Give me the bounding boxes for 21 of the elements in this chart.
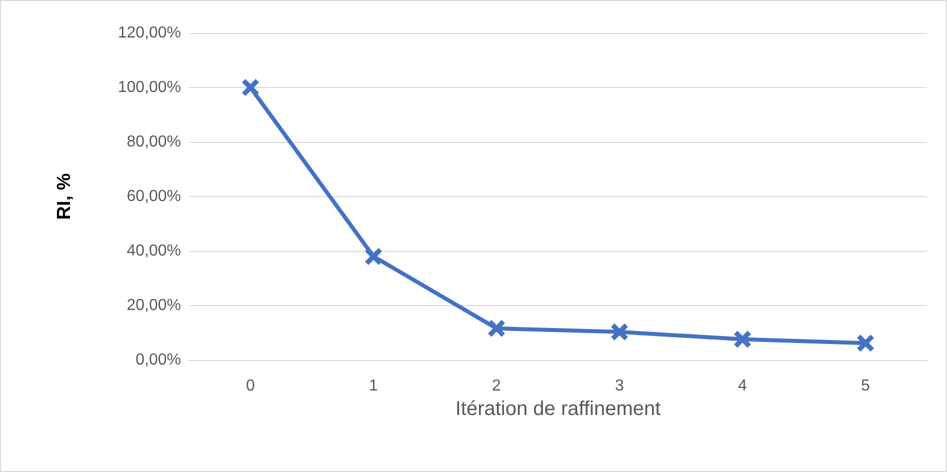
point — [488, 320, 505, 337]
x-tick-label: 2 — [492, 378, 502, 394]
y-tick-label: 120,00% — [118, 24, 181, 42]
point — [242, 79, 259, 96]
x-tick-label: 5 — [861, 378, 870, 394]
point — [611, 323, 628, 340]
point — [365, 248, 382, 265]
y-tick-label: 80,00% — [126, 134, 181, 150]
x-tick-label: 3 — [615, 378, 624, 394]
y-axis-title: RI, % — [54, 173, 75, 220]
x-tick-label: 4 — [738, 378, 748, 394]
y-tick-label: 0,00% — [136, 352, 181, 368]
y-tick-label: 20,00% — [126, 297, 181, 314]
y-tick-label: 40,00% — [126, 242, 181, 260]
y-tick-label: 100,00% — [118, 79, 181, 96]
point — [857, 334, 874, 352]
y-tick-label: 60,00% — [126, 188, 181, 205]
x-tick-label: 0 — [246, 378, 256, 394]
x-axis-title: Itération de raffinement — [455, 398, 662, 420]
x-tick-label: 1 — [369, 378, 378, 394]
point — [734, 330, 751, 348]
